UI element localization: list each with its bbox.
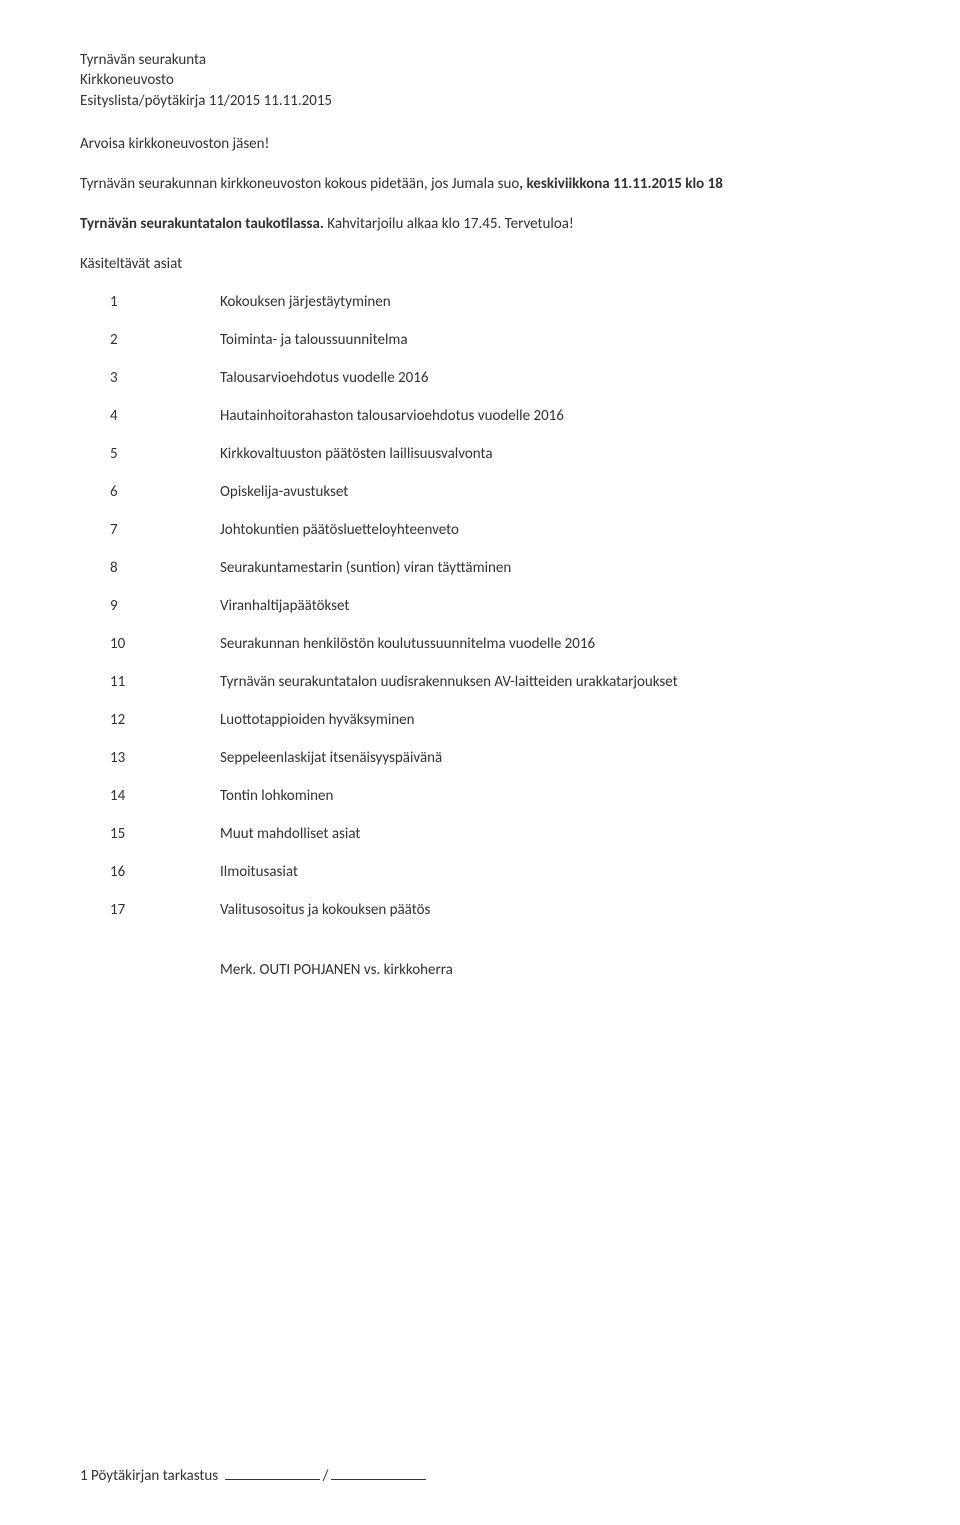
- signature-line: Merk. OUTI POHJANEN vs. kirkkoherra: [80, 961, 880, 979]
- agenda-item-title: Toiminta- ja taloussuunnitelma: [220, 331, 880, 349]
- agenda-item-title: Kokouksen järjestäytyminen: [220, 293, 880, 311]
- agenda-item-number: 10: [110, 635, 220, 653]
- greeting-line: Arvoisa kirkkoneuvoston jäsen!: [80, 135, 880, 153]
- meeting-info: Tyrnävän seurakunnan kirkkoneuvoston kok…: [80, 175, 880, 193]
- agenda-item-number: 8: [110, 559, 220, 577]
- org-name: Tyrnävän seurakunta: [80, 50, 880, 70]
- agenda-item-title: Opiskelija-avustukset: [220, 483, 880, 501]
- agenda-item: 2Toiminta- ja taloussuunnitelma: [110, 331, 880, 349]
- agenda-item-number: 1: [110, 293, 220, 311]
- agenda-item-title: Luottotappioiden hyväksyminen: [220, 711, 880, 729]
- agenda-item-title: Seppeleenlaskijat itsenäisyyspäivänä: [220, 749, 880, 767]
- agenda-item-title: Johtokuntien päätösluetteloyhteenveto: [220, 521, 880, 539]
- agenda-item-number: 15: [110, 825, 220, 843]
- document-header: Tyrnävän seurakunta Kirkkoneuvosto Esity…: [80, 50, 880, 111]
- agenda-item: 15Muut mahdolliset asiat: [110, 825, 880, 843]
- agenda-item-title: Tyrnävän seurakuntatalon uudisrakennukse…: [220, 673, 880, 691]
- agenda-item-title: Tontin lohkominen: [220, 787, 880, 805]
- agenda-item: 4Hautainhoitorahaston talousarvioehdotus…: [110, 407, 880, 425]
- agenda-item-number: 12: [110, 711, 220, 729]
- agenda-item-number: 6: [110, 483, 220, 501]
- agenda-item: 8Seurakuntamestarin (suntion) viran täyt…: [110, 559, 880, 577]
- agenda-item: 10Seurakunnan henkilöstön koulutussuunni…: [110, 635, 880, 653]
- agenda-item: 11Tyrnävän seurakuntatalon uudisrakennuk…: [110, 673, 880, 691]
- agenda-item: 1Kokouksen järjestäytyminen: [110, 293, 880, 311]
- agenda-item-number: 11: [110, 673, 220, 691]
- agenda-item: 6Opiskelija-avustukset: [110, 483, 880, 501]
- agenda-item-number: 2: [110, 331, 220, 349]
- meeting-info-prefix: Tyrnävän seurakunnan kirkkoneuvoston kok…: [80, 175, 519, 193]
- agenda-item-number: 9: [110, 597, 220, 615]
- agenda-item-number: 13: [110, 749, 220, 767]
- agenda-item-number: 4: [110, 407, 220, 425]
- agenda-item: 16Ilmoitusasiat: [110, 863, 880, 881]
- agenda-item-number: 5: [110, 445, 220, 463]
- doc-reference: Esityslista/pöytäkirja 11/2015 11.11.201…: [80, 91, 880, 111]
- agenda-item-title: Valitusosoitus ja kokouksen päätös: [220, 901, 880, 919]
- agenda-item-title: Kirkkovaltuuston päätösten laillisuusval…: [220, 445, 880, 463]
- location-rest: Kahvitarjoilu alkaa klo 17.45. Tervetulo…: [324, 215, 574, 233]
- body-name: Kirkkoneuvosto: [80, 70, 880, 90]
- agenda-item-title: Seurakuntamestarin (suntion) viran täytt…: [220, 559, 880, 577]
- agenda-item-title: Hautainhoitorahaston talousarvioehdotus …: [220, 407, 880, 425]
- agenda-list: 1Kokouksen järjestäytyminen 2Toiminta- ja…: [80, 293, 880, 919]
- agenda-item: 5Kirkkovaltuuston päätösten laillisuusva…: [110, 445, 880, 463]
- agenda-item-title: Muut mahdolliset asiat: [220, 825, 880, 843]
- agenda-item: 12Luottotappioiden hyväksyminen: [110, 711, 880, 729]
- agenda-item: 17Valitusosoitus ja kokouksen päätös: [110, 901, 880, 919]
- agenda-item-title: Viranhaltijapäätökset: [220, 597, 880, 615]
- agenda-item-title: Seurakunnan henkilöstön koulutussuunnite…: [220, 635, 880, 653]
- agenda-item: 13Seppeleenlaskijat itsenäisyyspäivänä: [110, 749, 880, 767]
- agenda-item-title: Ilmoitusasiat: [220, 863, 880, 881]
- agenda-item-title: Talousarvioehdotus vuodelle 2016: [220, 369, 880, 387]
- footer-blank-2: [331, 1479, 426, 1480]
- footer-prefix: 1 Pöytäkirjan tarkastus: [80, 1467, 222, 1485]
- agenda-item-number: 3: [110, 369, 220, 387]
- meeting-info-datetime: , keskiviikkona 11.11.2015 klo 18: [519, 175, 723, 193]
- location-bold: Tyrnävän seurakuntatalon taukotilassa.: [80, 215, 324, 233]
- agenda-item: 9Viranhaltijapäätökset: [110, 597, 880, 615]
- agenda-item: 14Tontin lohkominen: [110, 787, 880, 805]
- agenda-item-number: 16: [110, 863, 220, 881]
- agenda-item-number: 14: [110, 787, 220, 805]
- agenda-item-number: 7: [110, 521, 220, 539]
- footer-line: 1 Pöytäkirjan tarkastus /: [80, 1467, 429, 1485]
- footer-blank-1: [225, 1479, 320, 1480]
- agenda-item-number: 17: [110, 901, 220, 919]
- agenda-heading: Käsiteltävät asiat: [80, 255, 880, 273]
- agenda-item: 7Johtokuntien päätösluetteloyhteenveto: [110, 521, 880, 539]
- footer-separator: /: [323, 1467, 329, 1485]
- agenda-item: 3Talousarvioehdotus vuodelle 2016: [110, 369, 880, 387]
- location-line: Tyrnävän seurakuntatalon taukotilassa. K…: [80, 215, 880, 233]
